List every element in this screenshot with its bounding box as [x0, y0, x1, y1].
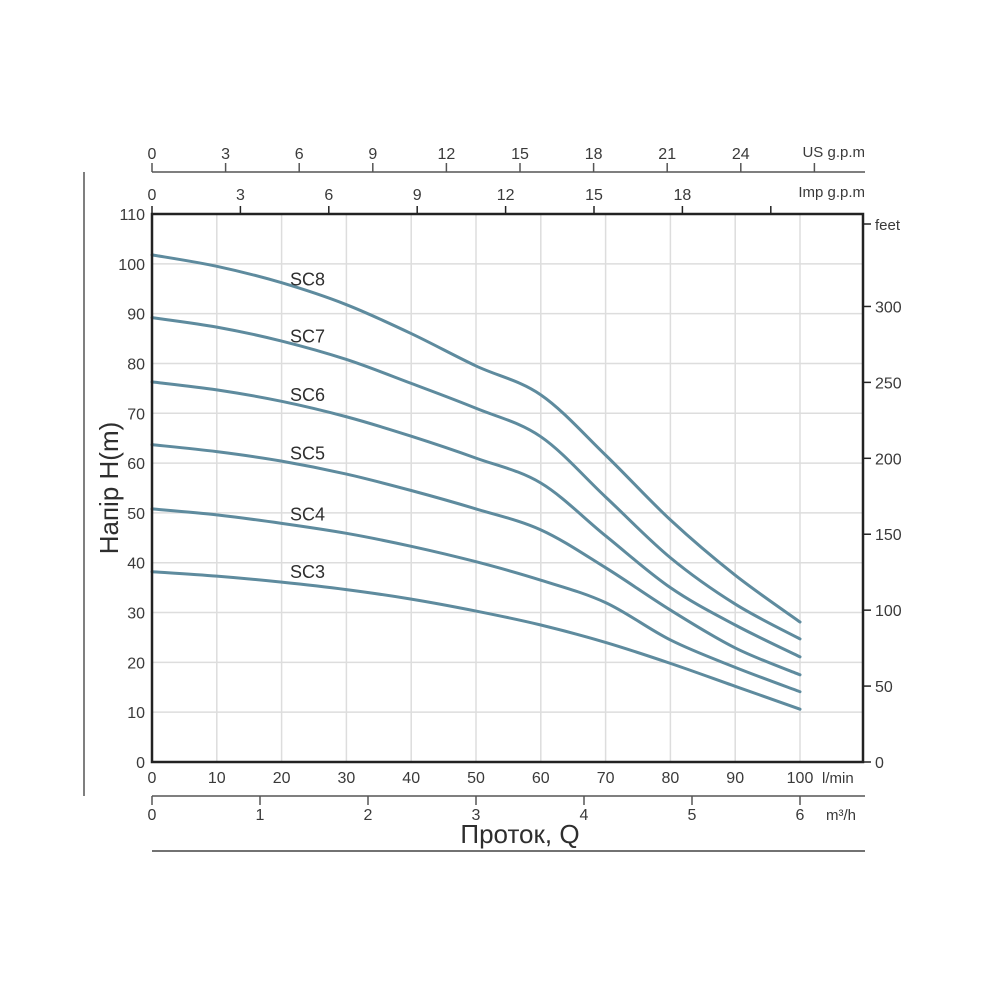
x-tick-label: 20 — [273, 770, 291, 787]
x-tick-label: 30 — [338, 770, 356, 787]
curve-label-sc4: SC4 — [290, 504, 325, 524]
us-gpm-tick-label: 21 — [658, 146, 676, 163]
imp-gpm-unit-label: Imp g.p.m — [798, 184, 865, 201]
feet-tick-label: 50 — [875, 679, 893, 696]
y-tick-label: 50 — [127, 506, 145, 523]
x-axis-title: Проток, Q — [460, 819, 579, 849]
x-tick-label: 100 — [787, 770, 814, 787]
feet-tick-label: 100 — [875, 603, 902, 620]
x-tick-label: 90 — [726, 770, 744, 787]
curve-label-sc3: SC3 — [290, 562, 325, 582]
curve-label-sc7: SC7 — [290, 326, 325, 346]
y-tick-label: 40 — [127, 556, 145, 573]
y-tick-label: 20 — [127, 655, 145, 672]
us-gpm-unit-label: US g.p.m — [802, 144, 865, 161]
curve-labels: SC8 SC7 SC6 SC5 SC4 SC3 — [290, 270, 325, 582]
curve-label-sc8: SC8 — [290, 270, 325, 290]
m3h-unit-label: m³/h — [826, 807, 856, 824]
top-axis-imp-gpm: 0 3 6 9 12 15 18 Imp g.p.m — [148, 184, 865, 214]
left-axis-head-m: 0 10 20 30 40 50 60 70 80 90 100 110 — [118, 207, 145, 772]
feet-tick-label: 200 — [875, 451, 902, 468]
feet-tick-label: 300 — [875, 299, 902, 316]
us-gpm-tick-label: 9 — [368, 146, 377, 163]
y-tick-label: 30 — [127, 606, 145, 623]
curve-label-sc6: SC6 — [290, 385, 325, 405]
feet-tick-label: 250 — [875, 375, 902, 392]
us-gpm-tick-label: 18 — [585, 146, 603, 163]
m3h-tick-label: 6 — [796, 807, 805, 824]
performance-curves — [150, 253, 802, 711]
imp-gpm-tick-label: 6 — [324, 187, 333, 204]
feet-unit-label: feet — [875, 217, 901, 234]
y-tick-label: 110 — [119, 207, 145, 224]
x-tick-label: 0 — [148, 770, 157, 787]
curve-sc6 — [150, 380, 802, 659]
x-tick-label: 60 — [532, 770, 550, 787]
us-gpm-tick-label: 0 — [148, 146, 157, 163]
y-axis-title: Напір H(m) — [94, 422, 124, 555]
us-gpm-tick-label: 15 — [511, 146, 529, 163]
us-gpm-tick-label: 3 — [221, 146, 230, 163]
imp-gpm-tick-label: 12 — [497, 187, 515, 204]
bottom-axis-m3h: 0 1 2 3 4 5 6 m³/h — [148, 795, 865, 824]
y-tick-label: 60 — [127, 456, 145, 473]
y-tick-label: 100 — [118, 257, 145, 274]
x-tick-label: 70 — [597, 770, 615, 787]
m3h-tick-label: 1 — [256, 807, 265, 824]
m3h-tick-label: 2 — [364, 807, 373, 824]
feet-tick-label: 150 — [875, 527, 902, 544]
x-tick-label: 40 — [402, 770, 420, 787]
curve-label-sc5: SC5 — [290, 444, 325, 464]
y-tick-label: 90 — [127, 307, 145, 324]
feet-tick-label: 0 — [875, 755, 884, 772]
curve-sc5 — [150, 443, 802, 677]
m3h-tick-label: 0 — [148, 807, 157, 824]
us-gpm-tick-label: 12 — [438, 146, 456, 163]
y-tick-label: 10 — [127, 705, 145, 722]
top-axis-us-gpm: 0 3 6 9 12 15 18 21 24 US g.p.m — [148, 144, 865, 173]
m3h-tick-label: 5 — [688, 807, 697, 824]
y-tick-label: 0 — [136, 755, 145, 772]
y-tick-label: 80 — [127, 356, 145, 373]
x-tick-label: 80 — [662, 770, 680, 787]
us-gpm-tick-label: 24 — [732, 146, 750, 163]
lmin-unit-label: l/min — [822, 770, 854, 787]
m3h-tick-label: 4 — [580, 807, 589, 824]
grid-lines — [152, 214, 863, 762]
x-tick-label: 10 — [208, 770, 226, 787]
curve-sc7 — [150, 316, 802, 641]
m3h-tick-label: 3 — [472, 807, 481, 824]
curve-sc8 — [150, 253, 802, 624]
curve-sc3 — [150, 570, 802, 711]
us-gpm-tick-label: 6 — [295, 146, 304, 163]
imp-gpm-tick-label: 15 — [585, 187, 603, 204]
bottom-axis-lmin: 0 10 20 30 40 50 60 70 80 90 100 l/min — [148, 770, 854, 787]
imp-gpm-tick-label: 0 — [148, 187, 157, 204]
imp-gpm-tick-label: 18 — [674, 187, 692, 204]
x-tick-label: 50 — [467, 770, 485, 787]
imp-gpm-tick-label: 3 — [236, 187, 245, 204]
plot-frame — [150, 212, 865, 764]
imp-gpm-tick-label: 9 — [413, 187, 422, 204]
right-axis-feet: 0 50 100 150 200 250 300 feet — [863, 217, 902, 772]
curve-sc4 — [150, 507, 802, 694]
y-tick-label: 70 — [127, 406, 145, 423]
